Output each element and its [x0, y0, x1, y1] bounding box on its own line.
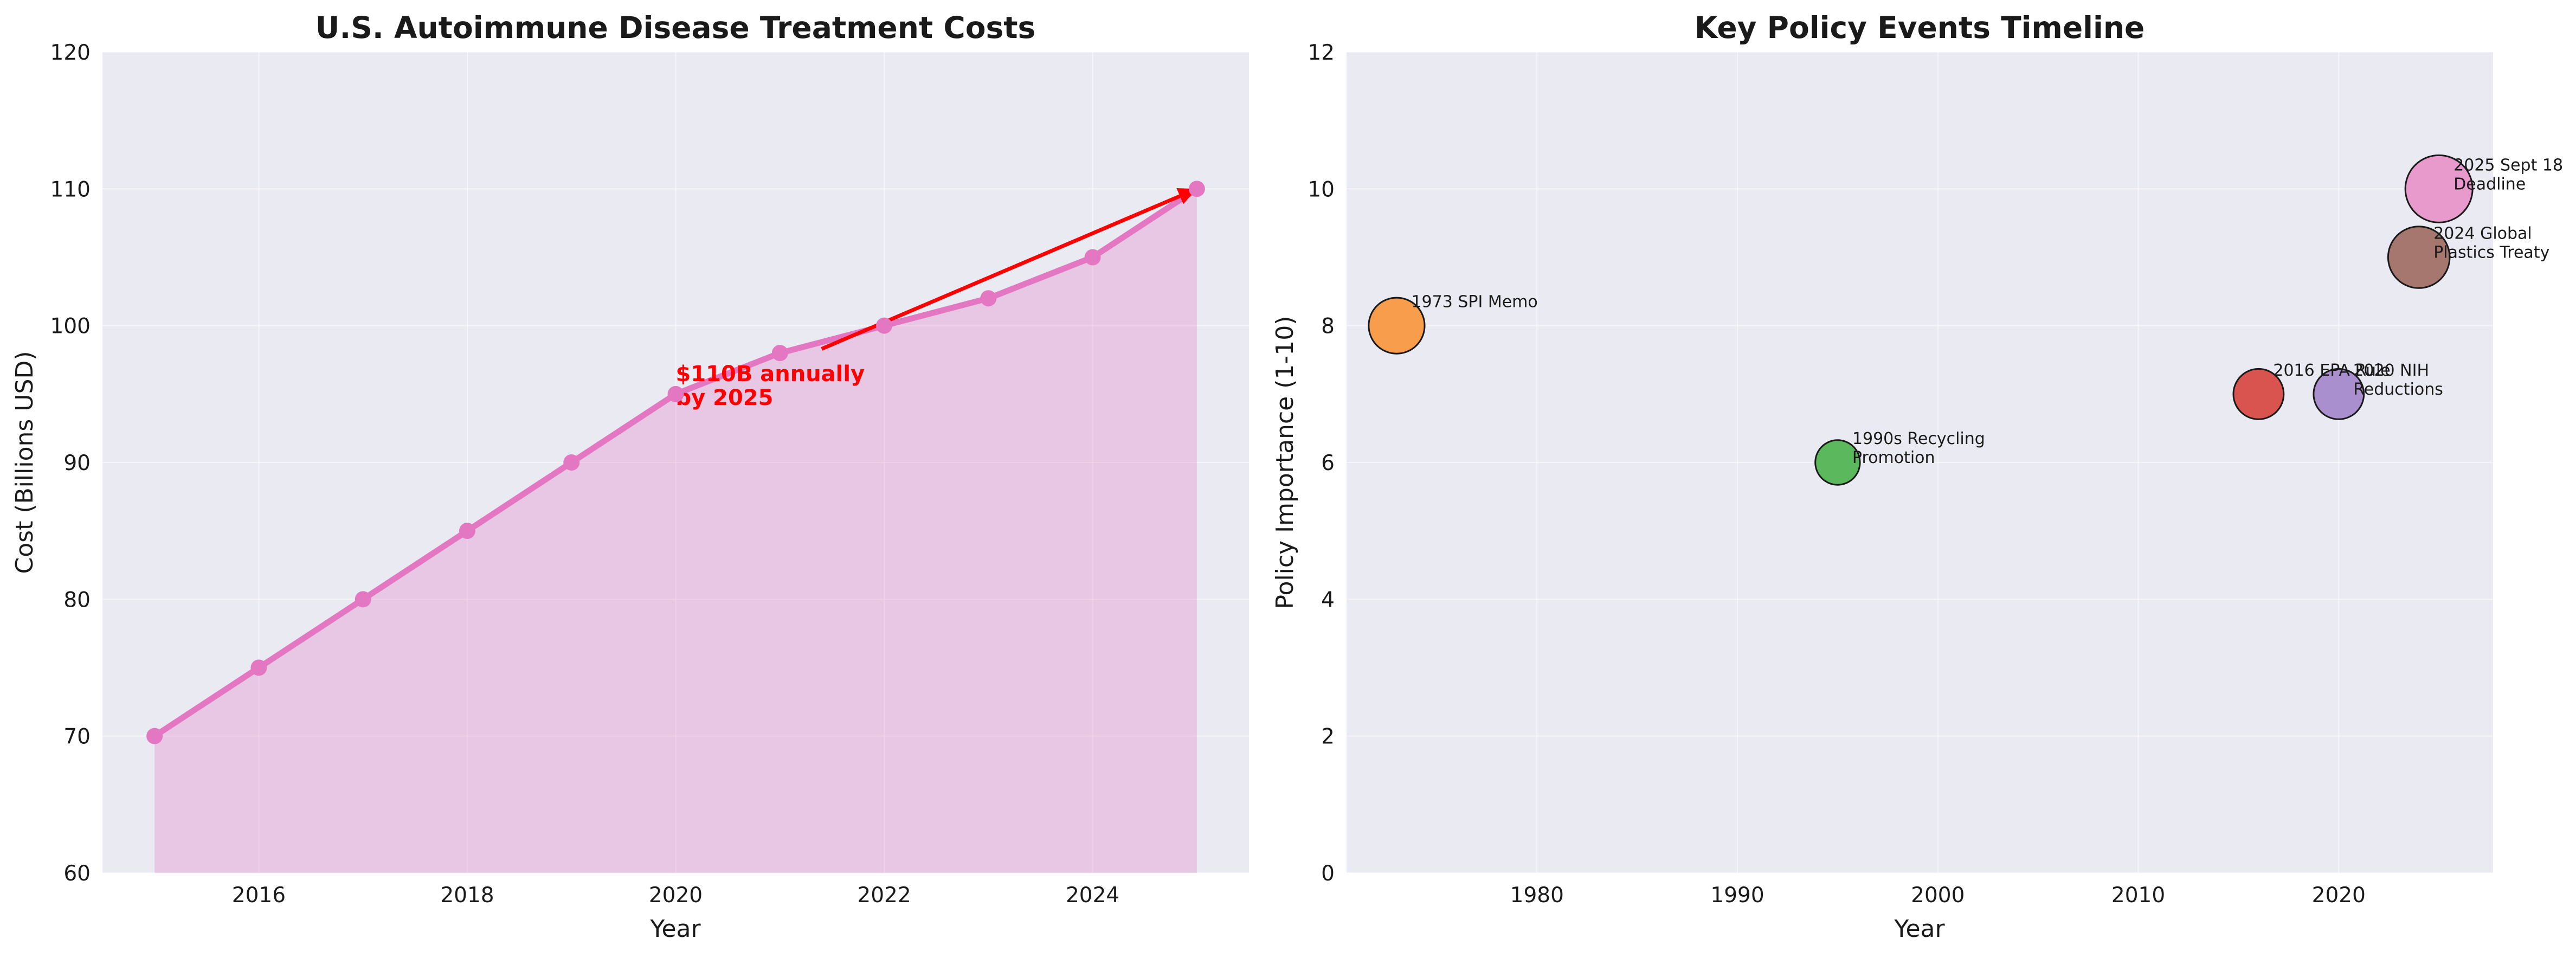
policy-y-ticks: 0 2 4 6 8 10 12	[1308, 41, 1335, 886]
policy-event-label: 2016 EPA Rule	[2273, 361, 2390, 380]
policy-x-ticks: 1980 1990 2000 2010 2020	[1510, 883, 2366, 908]
policy-event-label: Deadline	[2453, 175, 2526, 194]
policy-event-bubble	[1814, 439, 1861, 486]
policy-event-bubble	[2387, 226, 2451, 289]
cost-y-tick-label: 80	[63, 588, 91, 612]
policy-x-tick-label: 1980	[1510, 883, 1564, 908]
cost-data-point	[980, 290, 997, 307]
cost-data-point	[771, 345, 788, 362]
cost-x-tick-label: 2016	[232, 883, 286, 908]
cost-chart-title: U.S. Autoimmune Disease Treatment Costs	[315, 10, 1036, 45]
cost-x-ticks: 2016 2018 2020 2022 2024	[232, 883, 1119, 908]
cost-y-tick-label: 120	[50, 41, 91, 65]
cost-y-tick-label: 60	[63, 861, 91, 886]
cost-x-tick-label: 2020	[649, 883, 703, 908]
cost-y-tick-label: 90	[63, 451, 91, 475]
policy-event-label: Promotion	[1852, 448, 1935, 467]
cost-area-fill	[154, 189, 1197, 873]
cost-data-point	[146, 728, 163, 744]
policy-x-tick-label: 2010	[2111, 883, 2165, 908]
policy-gridlines	[1347, 52, 2493, 873]
cost-data-point	[1084, 249, 1101, 266]
policy-x-tick-label: 2000	[1911, 883, 1965, 908]
policy-event-label: Reductions	[2353, 380, 2443, 399]
policy-y-tick-label: 2	[1321, 725, 1335, 749]
policy-event-bubble	[2404, 154, 2474, 223]
policy-event-bubble	[2232, 368, 2285, 420]
cost-gridlines	[102, 52, 1249, 873]
cost-data-point	[459, 523, 475, 539]
cost-x-axis-label: Year	[649, 915, 701, 943]
cost-x-tick-label: 2022	[857, 883, 911, 908]
policy-y-tick-label: 0	[1321, 861, 1335, 886]
cost-data-point	[250, 659, 267, 676]
policy-y-tick-label: 6	[1321, 451, 1335, 475]
policy-chart-title: Key Policy Events Timeline	[1695, 10, 2145, 45]
policy-points	[1368, 154, 2474, 486]
policy-event-bubble	[2313, 368, 2365, 420]
cost-y-tick-label: 110	[50, 177, 91, 202]
cost-y-axis-label: Cost (Billions USD)	[11, 351, 38, 574]
cost-y-ticks: 60 70 80 90 100 110 120	[50, 41, 91, 886]
cost-y-tick-label: 70	[63, 725, 91, 749]
cost-data-point	[563, 454, 580, 471]
cost-data-point	[355, 591, 371, 608]
annotation-text: by 2025	[676, 385, 774, 410]
annotation-text: $110B annually	[676, 362, 865, 387]
policy-y-tick-label: 4	[1321, 588, 1335, 612]
policy-event-label: 2024 Global	[2433, 224, 2532, 243]
policy-event-label: 2025 Sept 18	[2453, 156, 2563, 175]
cost-x-tick-label: 2018	[440, 883, 494, 908]
policy-event-label: 1990s Recycling	[1852, 429, 1985, 448]
cost-y-tick-label: 100	[50, 314, 91, 339]
policy-event-bubble	[1368, 297, 1426, 355]
policy-y-tick-label: 8	[1321, 314, 1335, 339]
policy-x-tick-label: 1990	[1710, 883, 1764, 908]
cost-points	[146, 181, 1205, 744]
policy-x-tick-label: 2020	[2312, 883, 2366, 908]
policy-x-axis-label: Year	[1894, 915, 1945, 943]
policy-event-label: 2020 NIH	[2353, 361, 2429, 380]
cost-x-tick-label: 2024	[1066, 883, 1119, 908]
policy-y-axis-label: Policy Importance (1-10)	[1271, 316, 1299, 609]
policy-y-tick-label: 10	[1308, 177, 1335, 202]
cost-data-point	[1188, 181, 1205, 197]
policy-event-label: Plastics Treaty	[2433, 243, 2549, 262]
cost-data-point	[667, 385, 684, 402]
policy-y-tick-label: 12	[1308, 41, 1335, 65]
policy-event-label: 1973 SPI Memo	[1411, 293, 1537, 312]
cost-data-point	[876, 317, 893, 334]
